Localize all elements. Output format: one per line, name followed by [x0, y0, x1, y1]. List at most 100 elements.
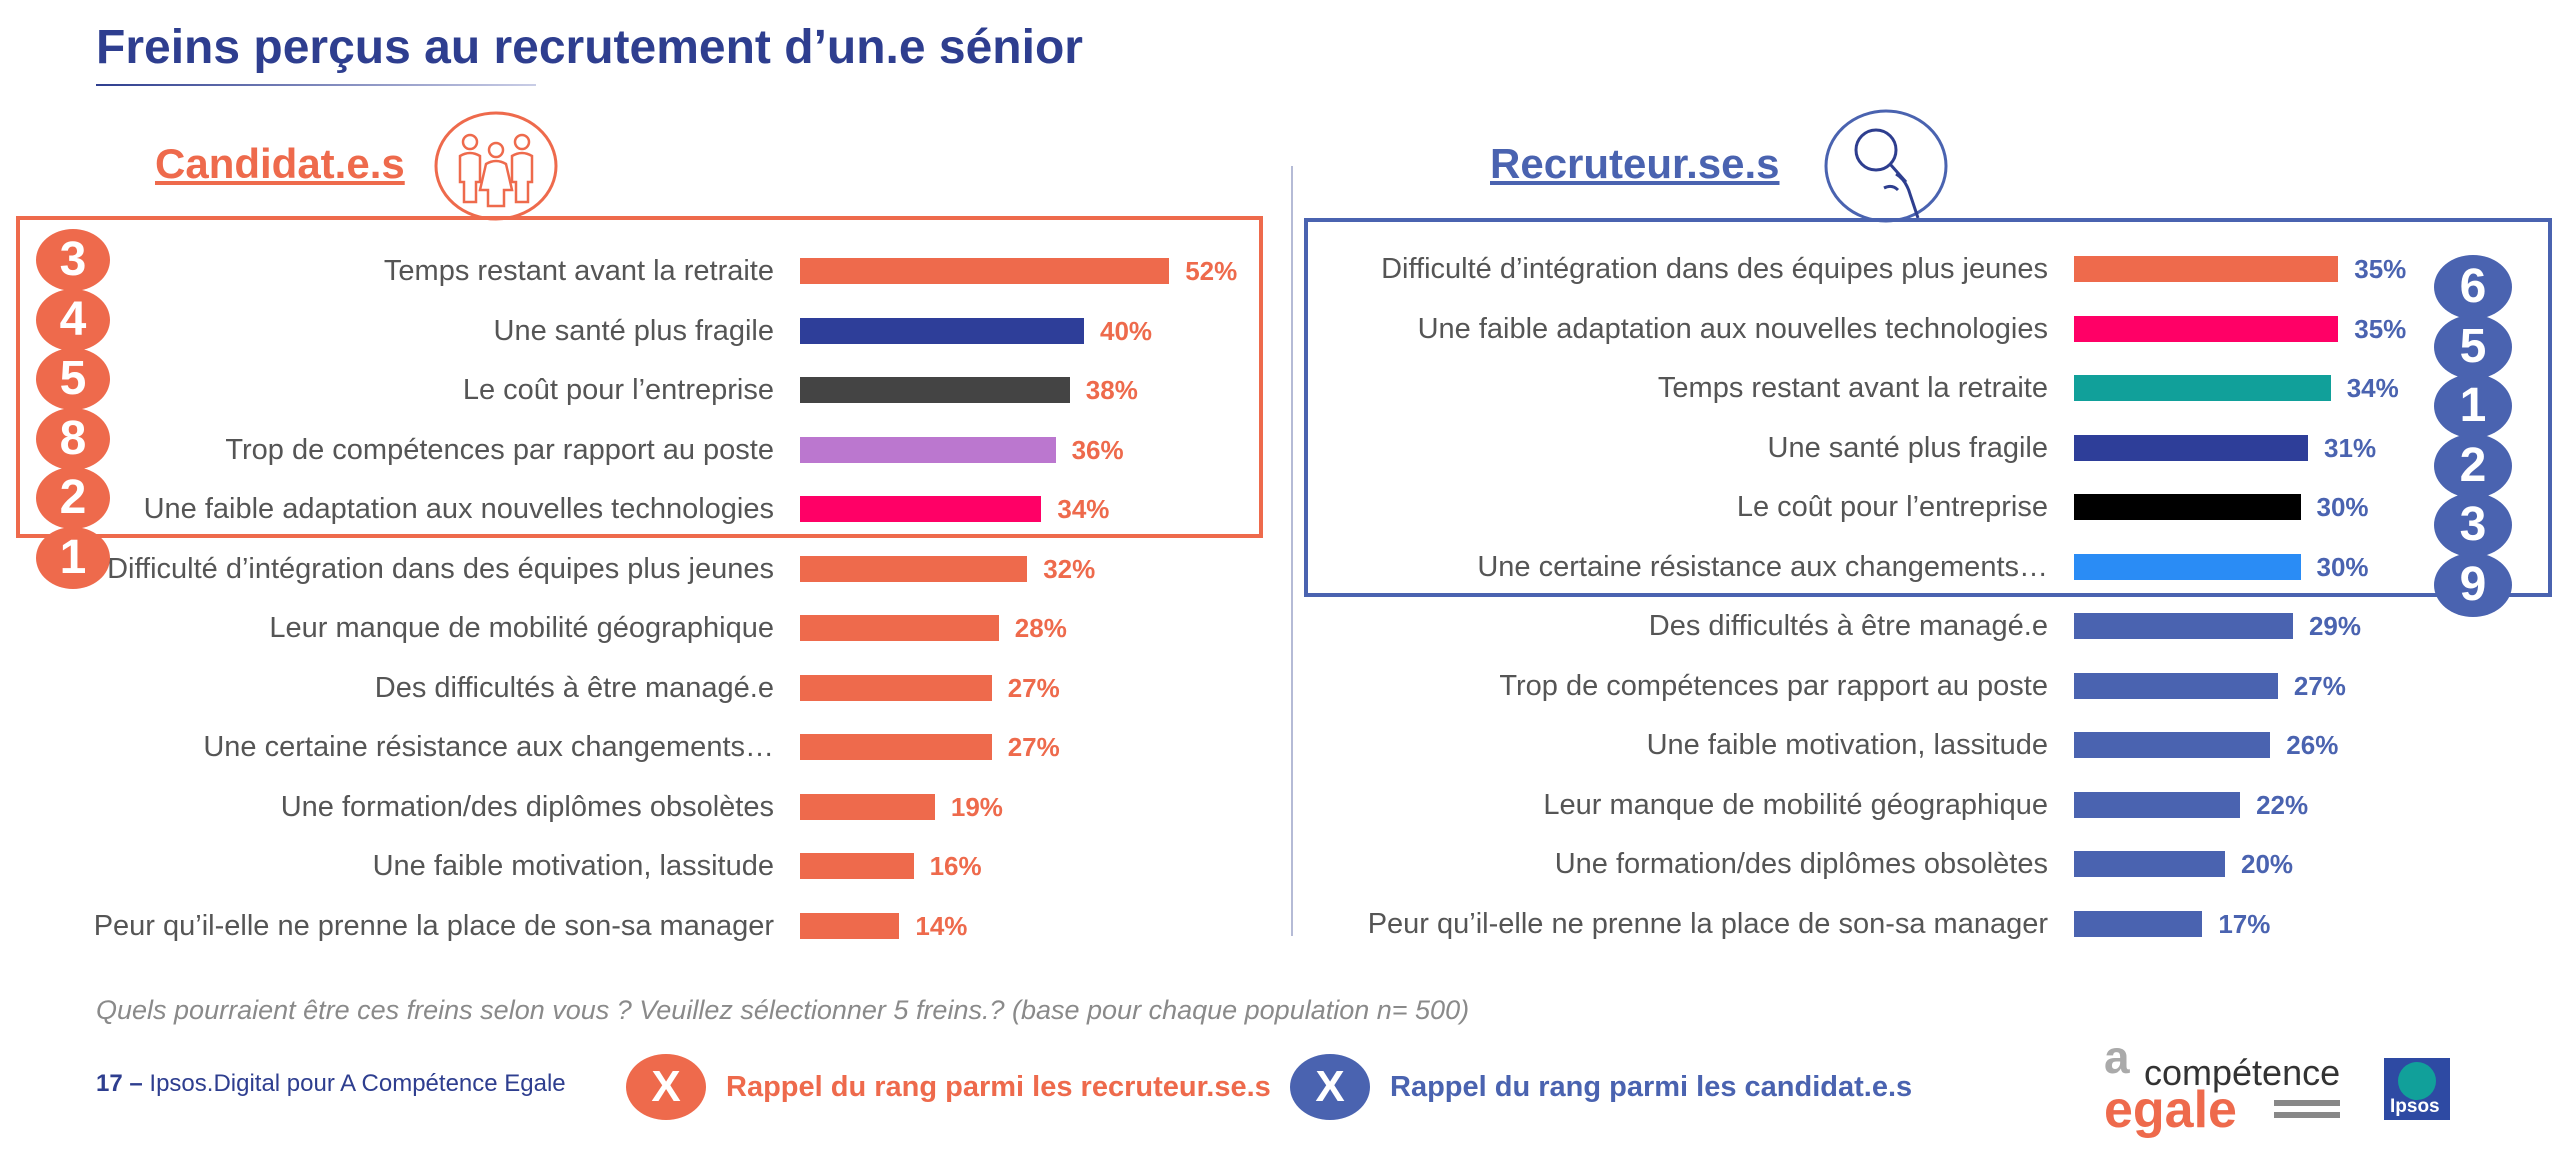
- candidats-label: Une faible adaptation aux nouvelles tech…: [143, 493, 774, 525]
- legend-text-orange: Rappel du rang parmi les recruteur.se.s: [726, 1070, 1271, 1103]
- candidats-rank-badge: 8: [36, 407, 110, 470]
- legend-candidats: X Rappel du rang parmi les candidat.e.s: [1290, 1054, 1912, 1120]
- recruteurs-label: Difficulté d’intégration dans des équipe…: [1381, 253, 2048, 285]
- candidats-value: 52%: [1185, 256, 1238, 286]
- recruteurs-value: 26%: [2286, 730, 2339, 760]
- competence-egale-logo: a compétence egale: [2104, 1031, 2344, 1139]
- candidats-value: 40%: [1100, 315, 1153, 346]
- candidats-bar: [800, 674, 992, 701]
- candidats-bar: [800, 436, 1056, 463]
- title-underline: [96, 84, 536, 86]
- candidats-label: Une faible motivation, lassitude: [372, 850, 774, 882]
- recruteurs-bar: [2074, 553, 2301, 580]
- candidats-bar: [800, 317, 1084, 344]
- recruteurs-rank-badge: 3: [2434, 493, 2512, 557]
- candidats-value: 27%: [1007, 732, 1060, 762]
- recruteurs-value: 20%: [2241, 849, 2294, 879]
- recruteurs-rank-badge: 9: [2434, 552, 2512, 617]
- candidats-label: Peur qu’il-elle ne prenne la place de so…: [93, 909, 774, 942]
- candidats-label: Leur manque de mobilité géographique: [269, 612, 774, 644]
- candidats-rank-badge: 1: [36, 526, 110, 589]
- recruteurs-bar: [2074, 910, 2203, 937]
- recruteurs-label: Temps restant avant la retraite: [1657, 372, 2048, 404]
- question-text: Quels pourraient être ces freins selon v…: [96, 995, 1470, 1025]
- recruteurs-bar: [2074, 791, 2241, 818]
- recruteurs-heading: Recruteur.se.s: [1490, 140, 1780, 187]
- candidats-bar: [800, 258, 1170, 284]
- recruteurs-bar: [2074, 315, 2339, 342]
- candidats-bar: [800, 853, 914, 879]
- recruteurs-label: Une certaine résistance aux changements…: [1477, 550, 2048, 583]
- ipsos-logo: Ipsos: [2384, 1058, 2450, 1120]
- recruteurs-bar: [2074, 494, 2301, 520]
- candidats-bar: [800, 912, 900, 939]
- recruteurs-label: Peur qu’il-elle ne prenne la place de so…: [1367, 907, 2048, 940]
- candidats-label: Des difficultés à être managé.e: [374, 671, 774, 704]
- candidats-value: 34%: [1057, 494, 1110, 524]
- candidats-heading: Candidat.e.s: [155, 140, 405, 187]
- candidats-value: 38%: [1085, 375, 1138, 405]
- page-title: Freins perçus au recrutement d’un.e séni…: [96, 21, 1083, 74]
- recruteurs-value: 22%: [2256, 789, 2309, 820]
- recruteurs-value: 30%: [2316, 551, 2369, 582]
- source-text: Ipsos.Digital pour A Compétence Egale: [149, 1070, 566, 1097]
- recruteurs-value: 29%: [2308, 611, 2361, 641]
- logo-a: a: [2104, 1031, 2130, 1083]
- candidats-label: Une certaine résistance aux changements…: [203, 731, 774, 763]
- page-number: 17: [96, 1070, 123, 1097]
- recruteurs-value: 31%: [2324, 432, 2377, 463]
- recruteurs-bar: [2074, 851, 2225, 877]
- candidats-rank-badge: 2: [36, 467, 110, 529]
- candidats-bar: [800, 734, 992, 760]
- candidats-bar: [800, 793, 935, 820]
- recruteurs-value: 27%: [2293, 670, 2346, 701]
- recruteurs-bar: [2074, 256, 2339, 282]
- candidats-label: Une santé plus fragile: [493, 314, 775, 347]
- ipsos-logo-circle: [2398, 1062, 2436, 1100]
- candidats-value: 16%: [929, 851, 982, 881]
- recruteurs-label: Une formation/des diplômes obsolètes: [1554, 848, 2048, 880]
- legend-text-blue: Rappel du rang parmi les candidat.e.s: [1390, 1070, 1913, 1103]
- candidats-label: Difficulté d’intégration dans des équipe…: [107, 552, 774, 585]
- recruteurs-label: Le coût pour l’entreprise: [1736, 491, 2048, 523]
- recruteurs-rank-badge: 5: [2434, 314, 2512, 379]
- candidats-label: Trop de compétences par rapport au poste: [225, 433, 774, 466]
- candidats-bar: [800, 555, 1028, 582]
- panel-divider: [1291, 166, 1293, 936]
- recruteurs-rank-badge: 1: [2434, 374, 2512, 438]
- recruteurs-bar: [2074, 672, 2278, 699]
- candidats-value: 32%: [1043, 553, 1096, 584]
- logo-competence: compétence: [2144, 1052, 2341, 1093]
- recruteurs-value: 35%: [2354, 313, 2407, 344]
- recruteurs-bar: [2074, 732, 2271, 758]
- candidats-bar: [800, 377, 1070, 403]
- logo-bar-1: [2274, 1100, 2340, 1106]
- candidats-rank-badge: 3: [36, 229, 110, 291]
- recruteurs-value: 30%: [2316, 492, 2369, 522]
- footer-source: 17 – Ipsos.Digital pour A Compétence Ega…: [96, 1070, 566, 1098]
- recruteurs-bar: [2074, 434, 2309, 461]
- candidats-label: Une formation/des diplômes obsolètes: [280, 790, 774, 823]
- recruteurs-label: Une faible adaptation aux nouvelles tech…: [1417, 312, 2048, 345]
- top5-candidats-box: [16, 216, 1263, 538]
- recruteurs-bar: [2074, 375, 2331, 401]
- recruteurs-label: Une santé plus fragile: [1767, 431, 2049, 464]
- top5-recruteurs-box: [1304, 218, 2552, 597]
- candidats-value: 36%: [1071, 434, 1124, 465]
- legend-badge-blue: X: [1290, 1054, 1370, 1120]
- logo-egale: egale: [2104, 1081, 2237, 1139]
- candidats-bar: [800, 496, 1042, 522]
- candidats-rank-badge: 5: [36, 348, 110, 410]
- recruteurs-rank-badge: 6: [2434, 255, 2512, 319]
- candidats-value: 27%: [1007, 672, 1060, 703]
- recruteurs-bar: [2074, 613, 2293, 639]
- recruteurs-value: 17%: [2218, 908, 2271, 939]
- recruteurs-label: Trop de compétences par rapport au poste: [1499, 669, 2048, 702]
- recruteurs-label: Une faible motivation, lassitude: [1646, 729, 2048, 761]
- candidats-value: 19%: [950, 791, 1003, 822]
- recruteurs-value: 34%: [2346, 373, 2399, 403]
- recruteurs-label: Des difficultés à être managé.e: [1648, 610, 2048, 642]
- candidats-label: Temps restant avant la retraite: [383, 255, 774, 287]
- recruteurs-rank-badge: 2: [2434, 433, 2512, 498]
- group-of-people-icon: [432, 110, 560, 222]
